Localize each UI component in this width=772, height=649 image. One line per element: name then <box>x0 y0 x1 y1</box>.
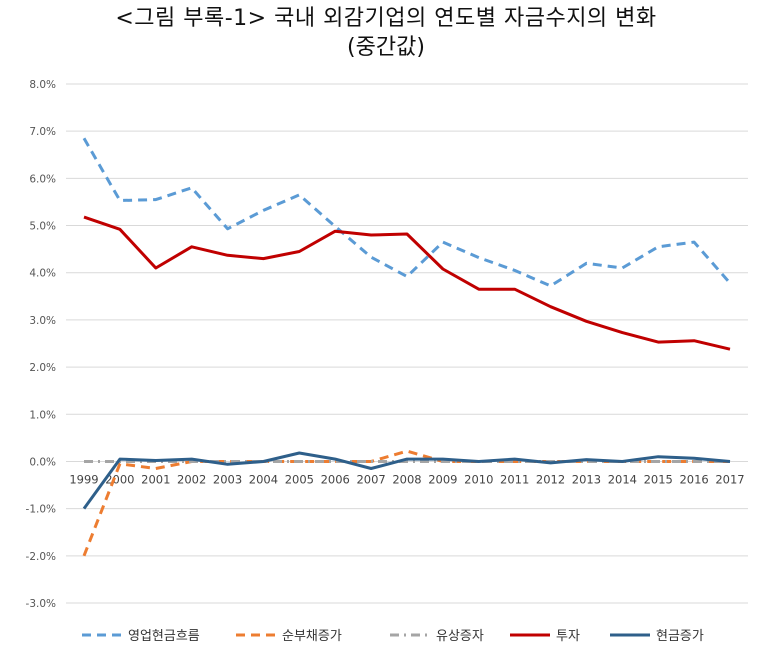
legend-label-1: 영업현금흐름 <box>128 629 200 644</box>
x-tick-label: 2009 <box>428 472 457 486</box>
series-line-4 <box>83 215 731 351</box>
series-line-2 <box>82 449 730 557</box>
x-tick-label: 2013 <box>572 472 601 486</box>
series-line-1 <box>82 137 732 288</box>
chart-title: <그림 부록-1> 국내 외감기업의 연도별 자금수지의 변화 <box>115 6 657 31</box>
x-tick-label: 2015 <box>644 472 673 486</box>
legend-label-3: 유상증자 <box>436 629 484 644</box>
y-tick-label: -1.0% <box>26 504 56 516</box>
x-tick-label: 2012 <box>536 472 565 486</box>
x-tick-label: 2005 <box>285 472 314 486</box>
legend-label-4: 투자 <box>556 629 580 644</box>
y-tick-label: 8.0% <box>29 79 56 91</box>
y-tick-label: 5.0% <box>29 221 56 233</box>
x-tick-label: 2001 <box>141 472 170 486</box>
y-tick-label: 4.0% <box>29 268 56 280</box>
x-tick-label: 2008 <box>392 472 421 486</box>
x-tick-label: 2006 <box>321 472 350 486</box>
x-tick-label: 2003 <box>213 472 242 486</box>
y-tick-label: 1.0% <box>29 409 56 421</box>
x-tick-label: 2004 <box>249 472 278 486</box>
x-tick-label: 2007 <box>356 472 385 486</box>
series-line-5 <box>82 451 731 510</box>
x-tick-label: 2010 <box>464 472 493 486</box>
x-tick-label: 2011 <box>500 472 529 486</box>
y-tick-label: -2.0% <box>26 551 56 563</box>
x-tick-label: 2014 <box>608 472 637 486</box>
y-tick-label: 6.0% <box>29 173 56 185</box>
x-tick-label: 2017 <box>715 472 744 486</box>
y-tick-label: 0.0% <box>29 456 56 468</box>
y-tick-label: -3.0% <box>26 598 56 610</box>
x-tick-label: 2016 <box>679 472 708 486</box>
x-tick-label: 1999 <box>69 472 98 486</box>
legend-label-2: 순부채증가 <box>282 629 342 644</box>
y-tick-label: 2.0% <box>29 362 56 374</box>
chart-subtitle: (중간값) <box>347 35 425 60</box>
legend-label-5: 현금증가 <box>656 629 704 644</box>
title-block: <그림 부록-1> 국내 외감기업의 연도별 자금수지의 변화 (중간값) <box>0 4 772 62</box>
y-tick-label: 7.0% <box>29 126 56 138</box>
x-tick-label: 2002 <box>177 472 206 486</box>
y-tick-label: 3.0% <box>29 315 56 327</box>
